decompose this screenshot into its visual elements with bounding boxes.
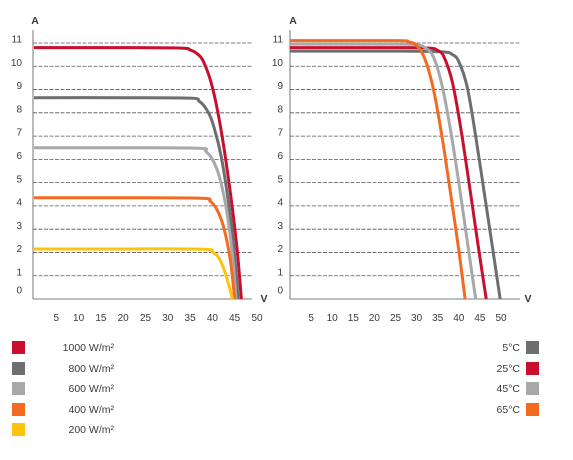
- x-tick-label: 35: [185, 313, 197, 324]
- y-tick-label: 0: [16, 286, 22, 297]
- y-tick-label: 0: [277, 286, 283, 297]
- y-tick-label: 4: [16, 198, 22, 209]
- y-tick-label: 5: [16, 174, 22, 185]
- legend-label: 25°C: [496, 362, 520, 375]
- legend-swatch: [526, 402, 539, 416]
- y-tick-label: 2: [16, 244, 22, 255]
- legend-label: 45°C: [496, 383, 520, 395]
- x-axis-title: V: [260, 293, 267, 305]
- legend-item: 1000 W/m²: [12, 341, 122, 355]
- series-line: [289, 39, 467, 300]
- x-tick-label: 25: [140, 313, 152, 324]
- series-line: [33, 46, 243, 300]
- y-tick-label: 11: [12, 35, 23, 46]
- legend-item: 25°C: [452, 361, 562, 376]
- legend-swatch: [12, 423, 25, 436]
- legend-swatch: [526, 382, 539, 395]
- x-tick-label: 20: [118, 313, 130, 324]
- legend-swatch: [12, 361, 25, 375]
- x-tick-label: 50: [251, 313, 263, 324]
- y-tick-label: 6: [277, 151, 283, 162]
- legend-label: 5°C: [502, 342, 520, 354]
- legend-label: 65°C: [496, 403, 520, 416]
- y-tick-label: 6: [16, 151, 22, 162]
- y-tick-label: 8: [277, 104, 283, 115]
- y-tick-label: 4: [277, 198, 283, 209]
- y-tick-label: 10: [272, 58, 284, 69]
- legend-item: 45°C: [452, 382, 562, 396]
- legend-swatch: [12, 382, 25, 395]
- series-line: [33, 247, 234, 300]
- x-axis-title: V: [524, 293, 531, 305]
- legend-label: 1000 W/m²: [62, 342, 114, 354]
- x-tick-label: 5: [308, 313, 314, 324]
- y-axis-title: A: [289, 15, 297, 27]
- series-line: [33, 196, 237, 300]
- legend-swatch: [526, 361, 539, 375]
- x-tick-label: 45: [229, 313, 241, 324]
- y-tick-label: 2: [277, 244, 283, 255]
- legend-label: 200 W/m²: [68, 424, 114, 436]
- legend-item: 400 W/m²: [12, 402, 122, 417]
- x-tick-label: 45: [474, 313, 486, 324]
- legend-item: 600 W/m²: [12, 382, 122, 396]
- series-line: [289, 42, 478, 300]
- y-tick-label: 9: [277, 81, 283, 92]
- legend-item: 800 W/m²: [12, 361, 122, 376]
- x-tick-label: 20: [369, 313, 381, 324]
- y-tick-label: 5: [277, 174, 283, 185]
- x-tick-label: 15: [348, 313, 360, 324]
- x-tick-label: 10: [327, 313, 339, 324]
- y-tick-label: 7: [277, 128, 283, 139]
- series-line: [289, 46, 488, 300]
- legend-swatch: [526, 341, 539, 354]
- y-tick-label: 1: [277, 267, 283, 278]
- legend-item: 5°C: [452, 341, 562, 355]
- y-tick-label: 1: [16, 267, 22, 278]
- series-line: [33, 96, 240, 300]
- x-tick-label: 35: [432, 313, 444, 324]
- legend-item: 65°C: [452, 402, 562, 417]
- x-tick-label: 25: [390, 313, 402, 324]
- x-tick-label: 30: [411, 313, 423, 324]
- y-tick-label: 10: [11, 58, 23, 69]
- x-tick-label: 50: [495, 313, 507, 324]
- legend-label: 800 W/m²: [68, 362, 114, 375]
- series-line: [289, 49, 502, 300]
- x-tick-label: 40: [207, 313, 219, 324]
- x-tick-label: 40: [453, 313, 465, 324]
- y-tick-label: 3: [16, 221, 22, 232]
- legend-swatch: [12, 402, 25, 416]
- x-tick-label: 30: [162, 313, 174, 324]
- y-axis-title: A: [31, 15, 39, 27]
- y-tick-label: 7: [16, 128, 22, 139]
- legend-label: 400 W/m²: [68, 403, 114, 416]
- series-line: [33, 146, 238, 300]
- legend-swatch: [12, 341, 25, 354]
- legend-label: 600 W/m²: [68, 383, 114, 395]
- legend-item: 200 W/m²: [12, 423, 122, 437]
- y-tick-label: 8: [16, 104, 22, 115]
- y-tick-label: 3: [277, 221, 283, 232]
- x-tick-label: 15: [95, 313, 107, 324]
- y-tick-label: 11: [273, 35, 284, 46]
- y-tick-label: 9: [16, 81, 22, 92]
- x-tick-label: 5: [54, 313, 60, 324]
- x-tick-label: 10: [73, 313, 85, 324]
